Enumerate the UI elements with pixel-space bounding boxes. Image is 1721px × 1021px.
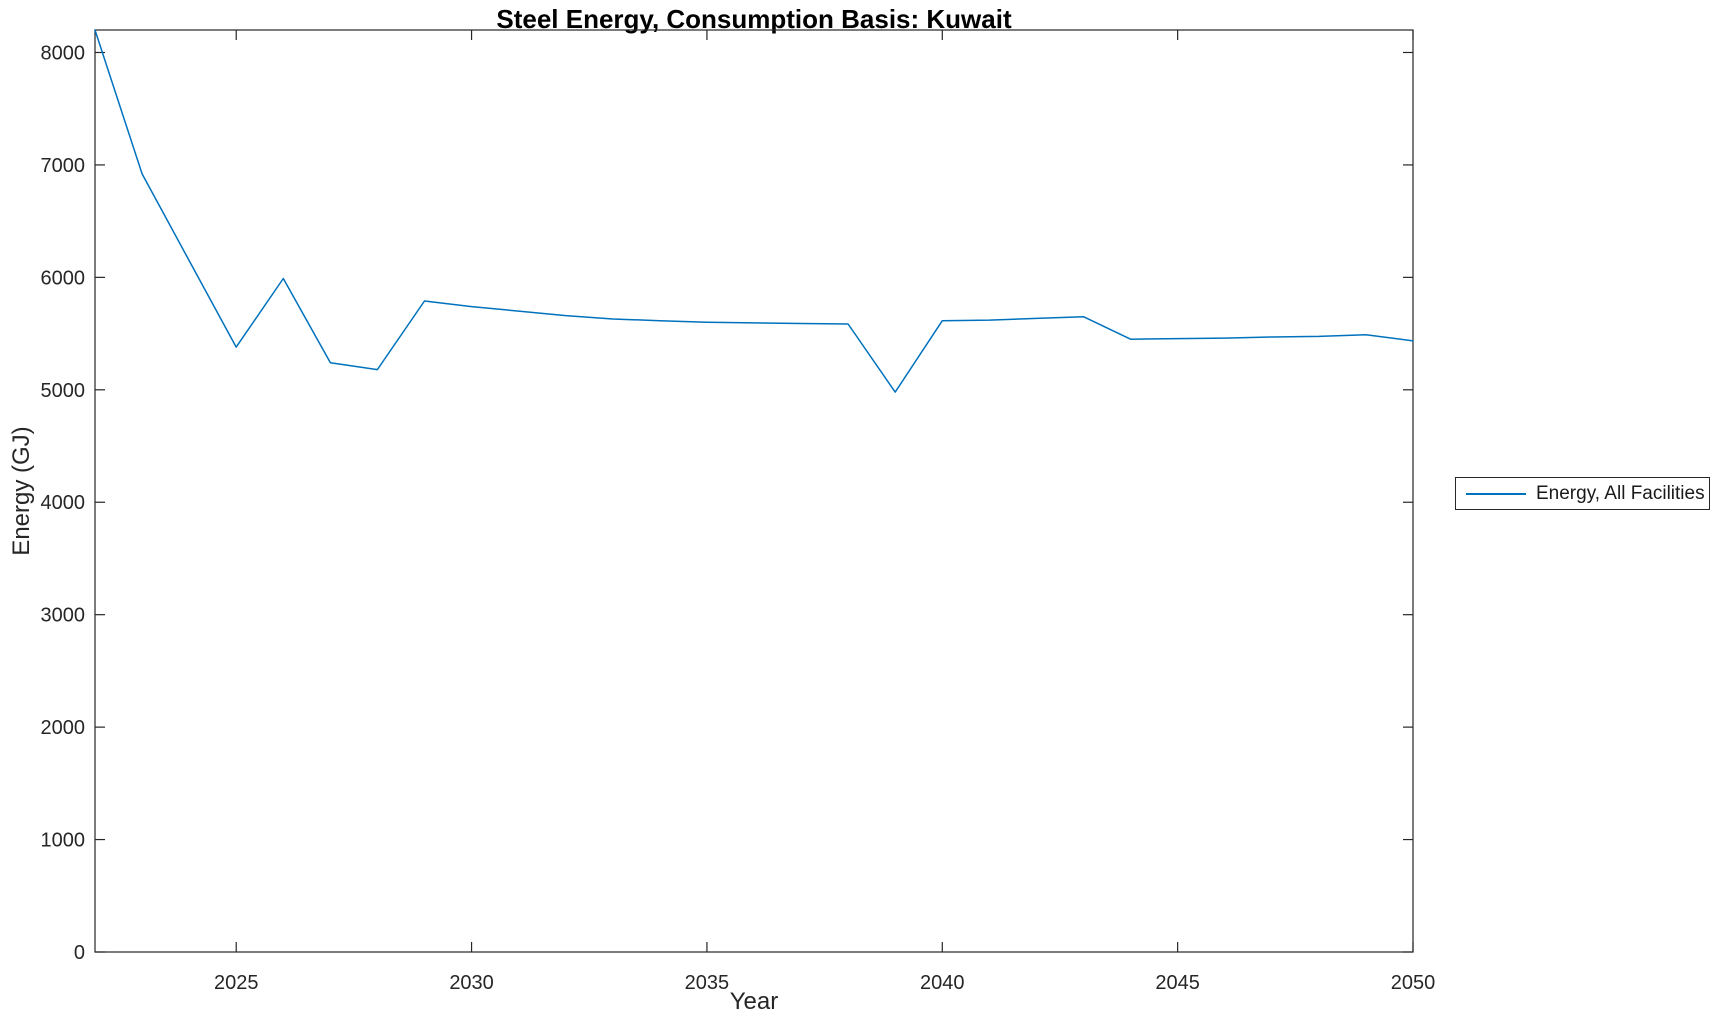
y-tick-label: 4000: [41, 492, 86, 514]
y-tick-label: 6000: [41, 267, 86, 289]
axes-box: [94, 29, 1414, 953]
y-tick-label: 7000: [41, 155, 86, 177]
x-tick-label: 2035: [685, 972, 730, 994]
y-tick-label: 8000: [41, 42, 86, 64]
x-tick-label: 2025: [214, 972, 259, 994]
x-tick-label: 2040: [920, 972, 965, 994]
x-axis-label: Year: [729, 988, 779, 1015]
y-tick-label: 1000: [41, 830, 86, 852]
y-tick-label: 3000: [41, 605, 86, 627]
x-tick-label: 2030: [449, 972, 494, 994]
x-tick-label: 2045: [1155, 972, 1200, 994]
x-tick-label: 2050: [1391, 972, 1436, 994]
y-tick-label: 2000: [41, 717, 86, 739]
legend-entry-label: Energy, All Facilities: [1536, 482, 1705, 504]
legend: Energy, All Facilities: [1455, 477, 1710, 510]
chart-title: Steel Energy, Consumption Basis: Kuwait: [496, 4, 1012, 34]
y-tick-label: 0: [74, 942, 85, 964]
legend-line-sample: [1466, 492, 1526, 495]
data-line-energy-all-facilities: [94, 29, 1414, 393]
y-tick-label: 5000: [41, 380, 86, 402]
